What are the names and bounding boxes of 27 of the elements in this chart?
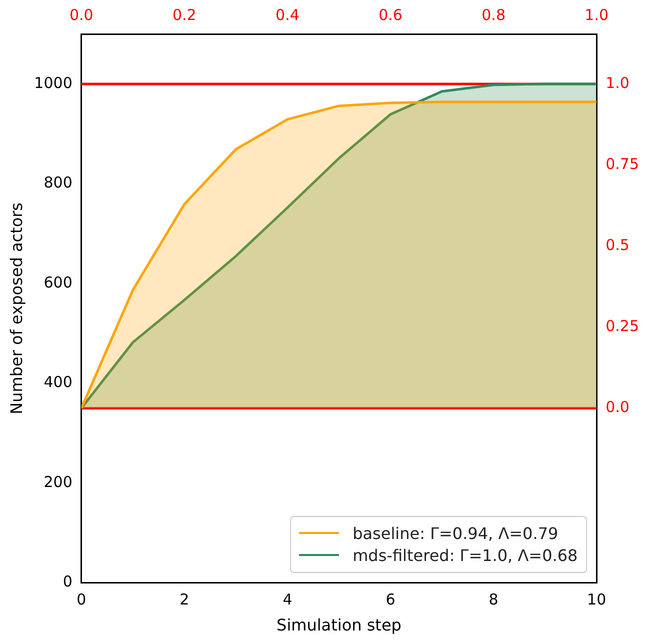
x2-tick-label: 0.0 xyxy=(69,6,94,24)
y2-tick-label: 1.0 xyxy=(606,74,630,92)
x2-tick-label: 0.6 xyxy=(378,6,402,24)
y-tick-label: 600 xyxy=(44,273,72,292)
y2-tick-label: 0.0 xyxy=(606,398,630,416)
y2-tick-label: 0.25 xyxy=(606,317,640,336)
x-tick-label: 10 xyxy=(587,590,606,609)
y-tick-label: 1000 xyxy=(34,74,72,92)
x-tick-label: 8 xyxy=(488,590,498,609)
x2-tick-label: 1.0 xyxy=(584,6,609,24)
y-tick-label: 800 xyxy=(44,174,72,192)
y-axis-title: Number of exposed actors xyxy=(6,202,26,414)
x-tick-label: 6 xyxy=(386,590,396,609)
y-tick-label: 0 xyxy=(62,572,72,591)
legend-label: baseline: Γ=0.94, Λ=0.79 xyxy=(352,524,558,543)
x-axis-title: Simulation step xyxy=(276,616,402,635)
x-tick-label: 0 xyxy=(76,590,86,609)
x-tick-label: 4 xyxy=(282,590,292,609)
y2-tick-label: 0.75 xyxy=(606,154,640,173)
x-tick-label: 2 xyxy=(180,590,190,609)
x2-tick-label: 0.4 xyxy=(276,6,300,24)
y-tick-label: 400 xyxy=(44,373,72,392)
y-tick-label: 200 xyxy=(44,472,72,491)
y2-tick-label: 0.5 xyxy=(606,236,630,254)
x2-tick-label: 0.2 xyxy=(172,6,196,24)
legend-label: mds-filtered: Γ=1.0, Λ=0.68 xyxy=(352,546,578,565)
x2-tick-label: 0.8 xyxy=(482,6,506,24)
